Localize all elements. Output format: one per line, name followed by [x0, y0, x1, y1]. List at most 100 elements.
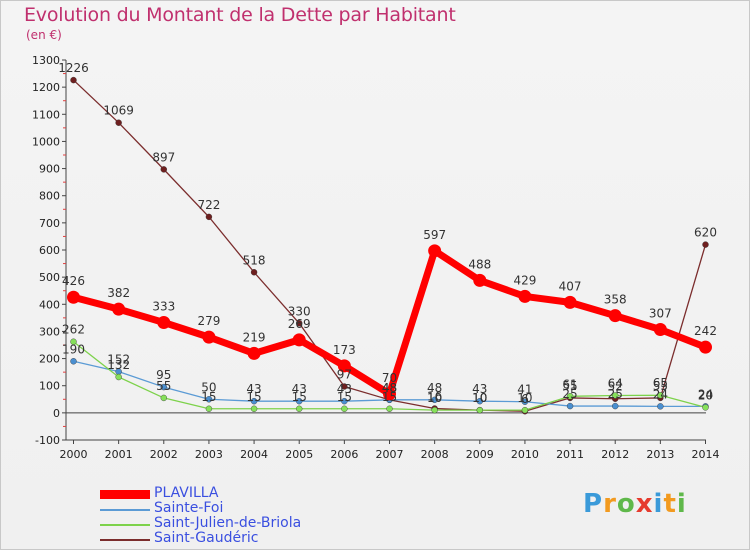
data-label: 330 — [288, 304, 311, 318]
data-point — [612, 392, 619, 399]
data-label: 55 — [653, 379, 668, 393]
chart-unit-label: (en €) — [26, 28, 62, 42]
data-label: 55 — [156, 379, 171, 393]
data-label: 597 — [423, 228, 446, 242]
y-tick-label: 200 — [39, 353, 60, 366]
data-label: 173 — [333, 343, 356, 357]
data-label: 1069 — [103, 104, 134, 118]
logo-letter: P — [583, 489, 604, 519]
data-label: 269 — [288, 317, 311, 331]
y-tick-label: 800 — [39, 190, 60, 203]
y-tick-label: 700 — [39, 217, 60, 230]
data-label: 52 — [608, 380, 623, 394]
y-tick-label: 100 — [39, 380, 60, 393]
data-point — [657, 392, 664, 399]
y-tick-label: 400 — [39, 298, 60, 311]
data-label: 333 — [152, 299, 175, 313]
data-point — [473, 273, 487, 287]
data-point — [205, 213, 213, 221]
data-label: 64 — [608, 376, 623, 390]
data-label: 24 — [698, 387, 713, 401]
data-label: 43 — [246, 382, 261, 396]
data-point — [250, 405, 258, 412]
data-label: 1226 — [58, 61, 89, 75]
x-tick-label: 2001 — [105, 448, 133, 461]
data-point — [160, 394, 167, 402]
data-point — [70, 76, 77, 84]
data-label: 65 — [653, 376, 668, 390]
data-label: 15 — [201, 390, 216, 404]
legend-swatch — [100, 490, 150, 499]
proxiti-logo: Proxiti — [583, 489, 687, 519]
data-label: 16 — [427, 390, 442, 404]
data-point — [67, 290, 80, 304]
data-label: 15 — [292, 390, 307, 404]
logo-letter: o — [616, 489, 636, 519]
data-point — [115, 119, 122, 126]
y-tick-label: 600 — [39, 244, 60, 257]
data-label: 10 — [472, 391, 487, 405]
data-label: 242 — [694, 324, 717, 338]
data-point — [563, 295, 577, 309]
data-point — [112, 302, 126, 316]
data-label: 55 — [562, 379, 577, 393]
data-label: 43 — [337, 382, 352, 396]
x-tick-label: 2013 — [646, 448, 674, 461]
y-tick-label: -100 — [35, 434, 60, 447]
x-tick-label: 2014 — [692, 448, 720, 461]
data-label: 97 — [337, 368, 352, 382]
x-tick-label: 2011 — [556, 448, 584, 461]
data-label: 48 — [427, 381, 442, 395]
logo-letter: x — [635, 489, 654, 519]
logo-letter: i — [676, 489, 687, 519]
data-label: 488 — [468, 257, 491, 271]
data-label: 43 — [472, 382, 487, 396]
data-label: 61 — [562, 377, 577, 391]
data-label: 358 — [604, 293, 627, 307]
data-label: 25 — [562, 387, 577, 401]
data-point — [428, 244, 442, 258]
data-point — [566, 393, 574, 400]
legend-label: Sainte-Foi — [154, 500, 224, 516]
data-label: 722 — [197, 198, 220, 212]
data-label: 15 — [246, 390, 261, 404]
data-label: 95 — [156, 368, 171, 382]
data-label: 48 — [382, 381, 397, 395]
data-point — [296, 397, 303, 405]
data-label: 279 — [197, 314, 220, 328]
x-tick-label: 2006 — [330, 448, 358, 461]
data-point — [386, 405, 393, 412]
x-tick-label: 2010 — [511, 448, 539, 461]
data-label: 518 — [243, 253, 266, 267]
logo-letter: t — [663, 489, 677, 519]
data-point — [70, 338, 77, 345]
data-point — [337, 359, 351, 373]
data-label: 10 — [472, 391, 487, 405]
y-tick-label: 500 — [39, 271, 60, 284]
legend-swatch — [100, 524, 150, 526]
data-point — [521, 406, 529, 414]
data-point — [383, 387, 396, 401]
y-tick-label: 0 — [53, 407, 60, 420]
x-tick-label: 2005 — [285, 448, 313, 461]
data-point — [160, 383, 167, 391]
data-point — [431, 406, 438, 414]
data-label: 10 — [427, 391, 442, 405]
data-point — [202, 330, 216, 344]
data-point — [247, 346, 261, 360]
legend-swatch — [100, 509, 150, 511]
data-point — [296, 405, 303, 412]
data-point — [341, 397, 348, 405]
data-label: 6 — [521, 392, 529, 406]
data-label: 20 — [698, 388, 713, 402]
data-point — [341, 383, 348, 390]
logo-letter: r — [603, 489, 617, 519]
legend-label: Saint-Julien-de-Briola — [154, 515, 302, 531]
data-label: 620 — [694, 226, 717, 240]
data-point — [653, 323, 667, 337]
x-tick-label: 2007 — [376, 448, 404, 461]
x-tick-label: 2009 — [466, 448, 494, 461]
data-point — [250, 397, 258, 405]
data-point — [612, 402, 619, 410]
